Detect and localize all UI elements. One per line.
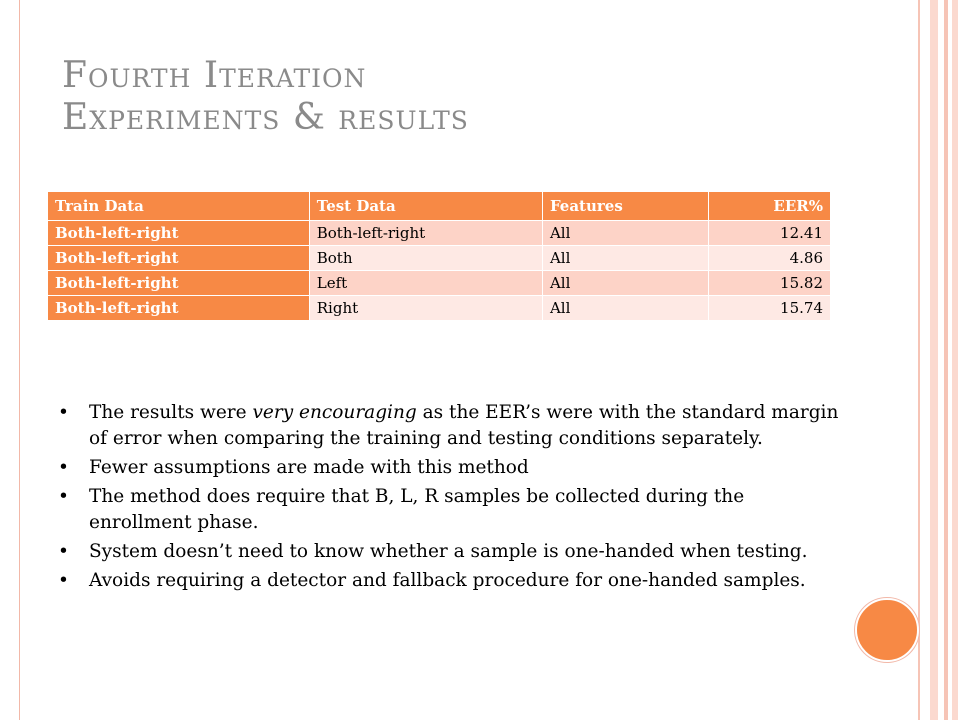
cell-train-data: Both-left-right — [47, 295, 310, 321]
list-item: • Fewer assumptions are made with this m… — [58, 455, 848, 481]
table-row: Both-left-right Both-left-right All 12.4… — [47, 220, 832, 246]
table-row: Both-left-right Both All 4.86 — [47, 245, 832, 271]
frame-stripes-graphic — [918, 0, 958, 720]
cell-eer: 15.82 — [707, 270, 832, 296]
cell-test-data: Left — [308, 270, 543, 296]
results-table: Train Data Test Data Features EER% Both-… — [47, 191, 832, 321]
bullet-list: • The results were very encouraging as t… — [58, 400, 848, 597]
header-features: Features — [541, 191, 709, 221]
cell-features: All — [541, 270, 709, 296]
list-item: • System doesn’t need to know whether a … — [58, 539, 848, 565]
cell-test-data: Both-left-right — [308, 220, 543, 246]
cell-features: All — [541, 245, 709, 271]
bullet-marker: • — [58, 570, 69, 591]
bullet-text-1b: as the EER’s were with the standard marg… — [89, 402, 839, 449]
cell-eer: 15.74 — [707, 295, 832, 321]
table-row: Both-left-right Left All 15.82 — [47, 270, 832, 296]
header-eer: EER% — [707, 191, 832, 221]
bullet-marker: • — [58, 457, 69, 478]
cell-eer: 4.86 — [707, 245, 832, 271]
bullet-text-1-emphasis: very encouraging — [252, 402, 417, 423]
table-header-row: Train Data Test Data Features EER% — [47, 191, 832, 221]
bullet-text-1a: The results were — [89, 402, 253, 423]
bullet-text-2: Fewer assumptions are made with this met… — [89, 457, 529, 478]
slide-title: Fourth Iteration Experiments & results — [62, 55, 469, 139]
cell-features: All — [541, 220, 709, 246]
bullet-text-4: System doesn’t need to know whether a sa… — [89, 541, 808, 562]
title-line-2: Experiments & results — [62, 97, 469, 138]
cell-train-data: Both-left-right — [47, 220, 310, 246]
cell-features: All — [541, 295, 709, 321]
left-frame-border — [0, 0, 20, 720]
header-test-data: Test Data — [308, 191, 543, 221]
bullet-text-5: Avoids requiring a detector and fallback… — [89, 570, 806, 591]
list-item: • The method does require that B, L, R s… — [58, 484, 848, 536]
cell-train-data: Both-left-right — [47, 245, 310, 271]
bullet-marker: • — [58, 541, 69, 562]
cell-train-data: Both-left-right — [47, 270, 310, 296]
header-train-data: Train Data — [47, 191, 310, 221]
decorative-circle — [855, 598, 919, 662]
bullet-marker: • — [58, 402, 69, 423]
cell-test-data: Right — [308, 295, 543, 321]
title-line-1: Fourth Iteration — [62, 55, 367, 96]
cell-eer: 12.41 — [707, 220, 832, 246]
bullet-marker: • — [58, 486, 69, 507]
right-frame-stripes — [918, 0, 960, 720]
cell-test-data: Both — [308, 245, 543, 271]
bullet-text-3: The method does require that B, L, R sam… — [89, 486, 745, 533]
list-item: • Avoids requiring a detector and fallba… — [58, 568, 848, 594]
list-item: • The results were very encouraging as t… — [58, 400, 848, 452]
table-row: Both-left-right Right All 15.74 — [47, 295, 832, 321]
